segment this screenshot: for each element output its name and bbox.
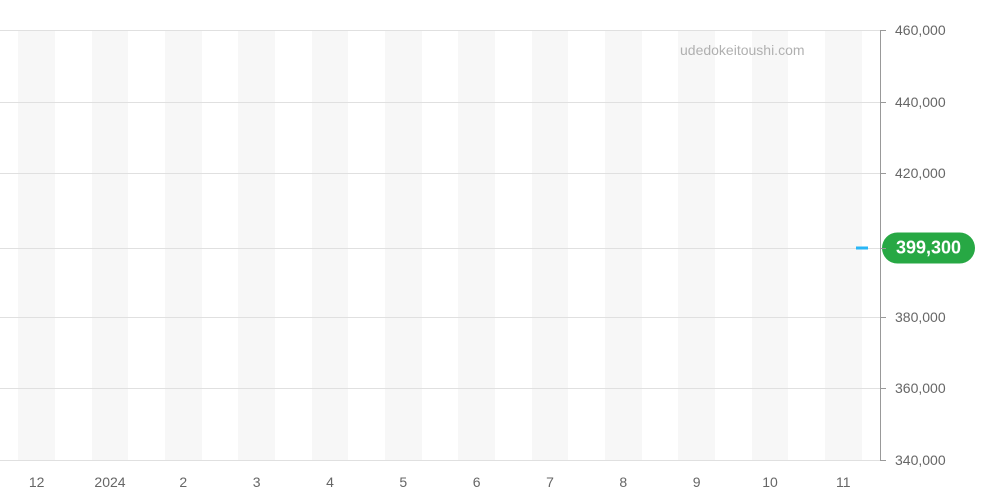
watermark-text: udedokeitoushi.com <box>680 42 805 58</box>
x-axis-label: 5 <box>399 474 407 490</box>
grid-band <box>18 30 55 460</box>
x-axis-label: 10 <box>762 474 778 490</box>
y-axis-label: 380,000 <box>895 309 946 325</box>
y-axis-label: 420,000 <box>895 165 946 181</box>
x-axis-label: 12 <box>29 474 45 490</box>
grid-band <box>385 30 422 460</box>
grid-band <box>165 30 202 460</box>
current-price-badge: 399,300 <box>882 232 975 263</box>
grid-band <box>312 30 349 460</box>
grid-band <box>752 30 789 460</box>
x-axis-label: 3 <box>253 474 261 490</box>
y-axis-label: 340,000 <box>895 452 946 468</box>
grid-band <box>238 30 275 460</box>
h-gridline <box>0 173 880 174</box>
price-chart: udedokeitoushi.com 399,300 12 2024 2 3 4 5 6 7 8… <box>0 0 1000 500</box>
grid-band <box>678 30 715 460</box>
y-axis-label: 460,000 <box>895 22 946 38</box>
grid-band <box>92 30 129 460</box>
h-gridline <box>0 102 880 103</box>
h-gridline <box>0 248 880 249</box>
y-axis-line <box>880 30 881 460</box>
grid-band <box>605 30 642 460</box>
x-axis-label: 2 <box>179 474 187 490</box>
y-tick <box>880 460 886 461</box>
h-gridline <box>0 388 880 389</box>
y-tick <box>880 102 886 103</box>
y-tick <box>880 248 886 249</box>
x-axis-label: 2024 <box>94 474 125 490</box>
grid-band <box>825 30 862 460</box>
y-tick <box>880 173 886 174</box>
y-tick <box>880 388 886 389</box>
x-axis-label: 6 <box>473 474 481 490</box>
grid-band <box>458 30 495 460</box>
y-axis-label: 440,000 <box>895 94 946 110</box>
x-axis-label: 7 <box>546 474 554 490</box>
data-point-marker <box>856 246 868 249</box>
x-axis-label: 11 <box>836 474 851 490</box>
y-tick <box>880 30 886 31</box>
h-gridline <box>0 460 880 461</box>
h-gridline <box>0 30 880 31</box>
x-axis-label: 4 <box>326 474 334 490</box>
y-tick <box>880 317 886 318</box>
h-gridline <box>0 317 880 318</box>
x-axis-label: 8 <box>619 474 627 490</box>
x-axis-label: 9 <box>693 474 701 490</box>
y-axis-label: 360,000 <box>895 380 946 396</box>
plot-area <box>0 30 880 460</box>
grid-band <box>532 30 569 460</box>
